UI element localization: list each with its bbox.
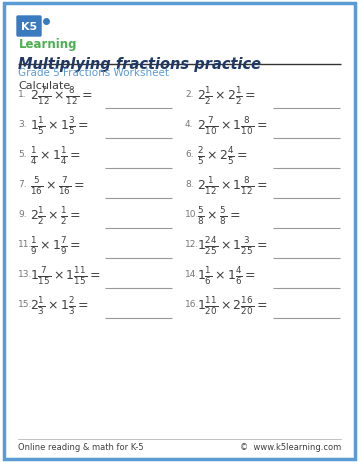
Text: 7.: 7. bbox=[18, 180, 27, 188]
Text: 8.: 8. bbox=[185, 180, 194, 188]
Text: 5.: 5. bbox=[18, 150, 27, 159]
Text: 10.: 10. bbox=[185, 210, 199, 219]
Text: 16.: 16. bbox=[185, 300, 199, 308]
Text: K5: K5 bbox=[21, 22, 37, 32]
Text: $\frac{5}{8} \times \frac{5}{8} =$: $\frac{5}{8} \times \frac{5}{8} =$ bbox=[197, 205, 240, 226]
Text: Calculate.: Calculate. bbox=[18, 81, 74, 91]
Text: Multiplying fractions practice: Multiplying fractions practice bbox=[18, 57, 261, 72]
Text: 9.: 9. bbox=[18, 210, 27, 219]
Text: 6.: 6. bbox=[185, 150, 194, 159]
Text: $\frac{5}{16} \times \frac{7}{16} =$: $\frac{5}{16} \times \frac{7}{16} =$ bbox=[30, 175, 84, 196]
Text: 4.: 4. bbox=[185, 120, 194, 129]
Text: Grade 5 Fractions Worksheet: Grade 5 Fractions Worksheet bbox=[18, 68, 169, 78]
Text: $1\frac{24}{25} \times 1\frac{3}{25} =$: $1\frac{24}{25} \times 1\frac{3}{25} =$ bbox=[197, 235, 267, 257]
Text: 15.: 15. bbox=[18, 300, 32, 308]
Text: $2\frac{1}{12} \times 1\frac{8}{12} =$: $2\frac{1}{12} \times 1\frac{8}{12} =$ bbox=[197, 175, 267, 196]
Text: $2\frac{7}{12} \times \frac{8}{12} =$: $2\frac{7}{12} \times \frac{8}{12} =$ bbox=[30, 85, 92, 107]
Text: $\frac{2}{5} \times 2\frac{4}{5} =$: $\frac{2}{5} \times 2\frac{4}{5} =$ bbox=[197, 145, 248, 167]
Text: Online reading & math for K-5: Online reading & math for K-5 bbox=[18, 442, 144, 451]
Text: $2\frac{1}{3} \times 1\frac{2}{3} =$: $2\frac{1}{3} \times 1\frac{2}{3} =$ bbox=[30, 294, 89, 316]
Text: $1\frac{7}{15} \times 1\frac{11}{15} =$: $1\frac{7}{15} \times 1\frac{11}{15} =$ bbox=[30, 264, 100, 286]
Text: 13.: 13. bbox=[18, 269, 32, 278]
Text: 11.: 11. bbox=[18, 239, 32, 249]
Text: 3.: 3. bbox=[18, 120, 27, 129]
Text: Learning: Learning bbox=[19, 38, 78, 51]
Text: $\frac{1}{4} \times 1\frac{1}{4} =$: $\frac{1}{4} \times 1\frac{1}{4} =$ bbox=[30, 145, 81, 167]
Text: 2.: 2. bbox=[185, 90, 194, 99]
Text: $2\frac{1}{2} \times \frac{1}{2} =$: $2\frac{1}{2} \times \frac{1}{2} =$ bbox=[30, 205, 81, 226]
Text: 14.: 14. bbox=[185, 269, 199, 278]
Text: ©  www.k5learning.com: © www.k5learning.com bbox=[240, 442, 341, 451]
Text: 1.: 1. bbox=[18, 90, 27, 99]
Text: $\frac{1}{9} \times 1\frac{7}{9} =$: $\frac{1}{9} \times 1\frac{7}{9} =$ bbox=[30, 235, 81, 257]
Text: $2\frac{7}{10} \times 1\frac{8}{10} =$: $2\frac{7}{10} \times 1\frac{8}{10} =$ bbox=[197, 115, 267, 137]
Text: $1\frac{11}{20} \times 2\frac{16}{20} =$: $1\frac{11}{20} \times 2\frac{16}{20} =$ bbox=[197, 294, 267, 316]
Text: $2\frac{1}{2} \times 2\frac{1}{2} =$: $2\frac{1}{2} \times 2\frac{1}{2} =$ bbox=[197, 85, 256, 107]
Text: $1\frac{1}{5} \times 1\frac{3}{5} =$: $1\frac{1}{5} \times 1\frac{3}{5} =$ bbox=[30, 115, 89, 137]
FancyBboxPatch shape bbox=[17, 17, 41, 37]
Text: 12.: 12. bbox=[185, 239, 199, 249]
Text: $1\frac{1}{6} \times 1\frac{4}{6} =$: $1\frac{1}{6} \times 1\frac{4}{6} =$ bbox=[197, 264, 256, 286]
